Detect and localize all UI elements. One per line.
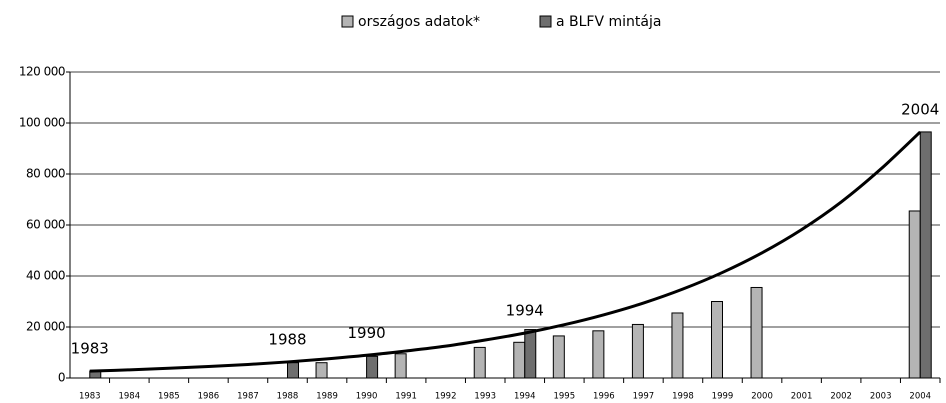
bar [287, 362, 299, 379]
x-tick-label: 1986 [198, 392, 220, 402]
y-tick-label: 120 000 [19, 65, 65, 79]
x-tick-label: 1989 [316, 392, 338, 402]
y-tick-label: 80 000 [26, 167, 65, 181]
y-tick-label: 20 000 [26, 320, 65, 334]
trend-line [89, 130, 922, 373]
bar [711, 301, 723, 379]
annotation: 2004 [901, 100, 939, 118]
y-tick-label: 0 [58, 371, 65, 385]
x-tick-label: 1999 [712, 392, 734, 402]
x-tick-label: 1995 [553, 392, 575, 402]
bar [592, 330, 605, 379]
bar [552, 335, 565, 379]
x-tick-label: 2002 [830, 392, 852, 402]
x-tick-label: 1998 [672, 392, 694, 402]
y-tick-label: 40 000 [26, 269, 65, 283]
x-tick-label: 1991 [395, 392, 417, 402]
bar [919, 131, 932, 379]
bar [671, 312, 684, 379]
annotation: 1990 [347, 324, 385, 342]
x-tick-label: 2003 [870, 392, 892, 402]
x-tick-label: 2001 [791, 392, 813, 402]
x-tick-label: 1992 [435, 392, 457, 402]
bar [513, 341, 526, 379]
x-tick-label: 1993 [474, 392, 496, 402]
x-tick-label: 1990 [356, 392, 378, 402]
bar [908, 210, 921, 379]
bar [366, 355, 379, 379]
x-tick-label: 1997 [633, 392, 655, 402]
legend-swatch [341, 15, 354, 28]
annotation: 1988 [268, 330, 306, 348]
x-tick-label: 1996 [593, 392, 615, 402]
x-tick-label: 2000 [751, 392, 773, 402]
x-tick-label: 1983 [79, 392, 101, 402]
bar [631, 323, 644, 379]
legend-swatch [539, 15, 552, 28]
bar [315, 362, 328, 379]
x-tick-label: 1984 [118, 392, 140, 402]
y-tick-label: 100 000 [19, 116, 65, 130]
x-tick-label: 1985 [158, 392, 180, 402]
legend-label: a BLFV mintája [556, 14, 661, 30]
x-tick-label: 1988 [277, 392, 299, 402]
bar [473, 346, 486, 379]
annotation: 1983 [71, 340, 109, 358]
x-tick-label: 1994 [514, 392, 536, 402]
x-tick-label: 1987 [237, 392, 259, 402]
annotation: 1994 [506, 302, 544, 320]
x-tick-label: 2004 [909, 392, 931, 402]
legend-label: országos adatok* [358, 14, 480, 30]
bar [394, 353, 407, 379]
bar [524, 329, 537, 379]
y-tick-label: 60 000 [26, 218, 65, 232]
bar [750, 286, 763, 379]
